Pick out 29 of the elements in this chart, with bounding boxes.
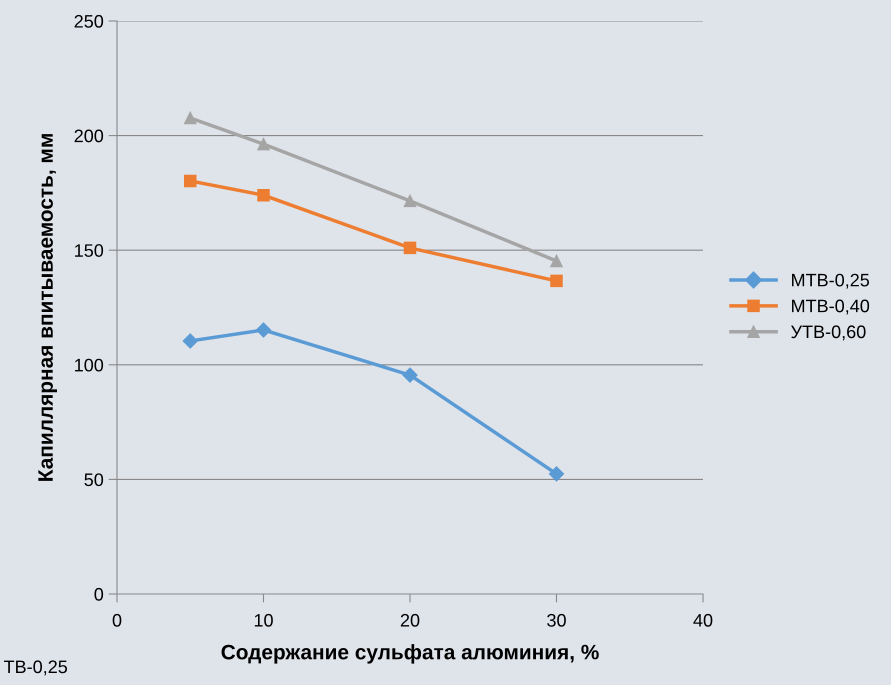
point: [256, 322, 272, 338]
point: [182, 333, 198, 349]
x-tick-label: 0: [112, 614, 122, 627]
legend-label: УТВ-0,60: [791, 325, 866, 340]
x-tick-label: 30: [547, 614, 566, 627]
point: [404, 194, 416, 208]
y-tick-label: 150: [75, 244, 104, 257]
x-tick-label: 20: [400, 614, 420, 627]
legend-label: МТВ-0,25: [792, 274, 870, 289]
point: [184, 112, 196, 124]
point: [550, 254, 563, 268]
x-axis-title: Содержание сульфата алюминия, %: [222, 644, 599, 664]
x-tick-label: 10: [254, 614, 273, 627]
point: [404, 242, 416, 254]
y-axis-title: Капиллярная впитываемость, мм: [38, 134, 58, 481]
text: ТВ-0,25: [4, 660, 68, 676]
point: [257, 138, 270, 150]
point: [257, 188, 270, 202]
point: [402, 368, 418, 383]
y-tick-label: 50: [84, 473, 104, 486]
legend-label: МТВ-0,40: [792, 300, 870, 314]
point: [184, 174, 196, 188]
y-tick-label: 200: [74, 130, 104, 142]
x-tick-label: 40: [693, 614, 712, 627]
y-tick-label: 0: [94, 588, 104, 601]
y-tick-label: 100: [75, 358, 104, 372]
point: [550, 274, 563, 288]
point: [548, 466, 564, 482]
y-tick-label: 250: [74, 14, 104, 28]
